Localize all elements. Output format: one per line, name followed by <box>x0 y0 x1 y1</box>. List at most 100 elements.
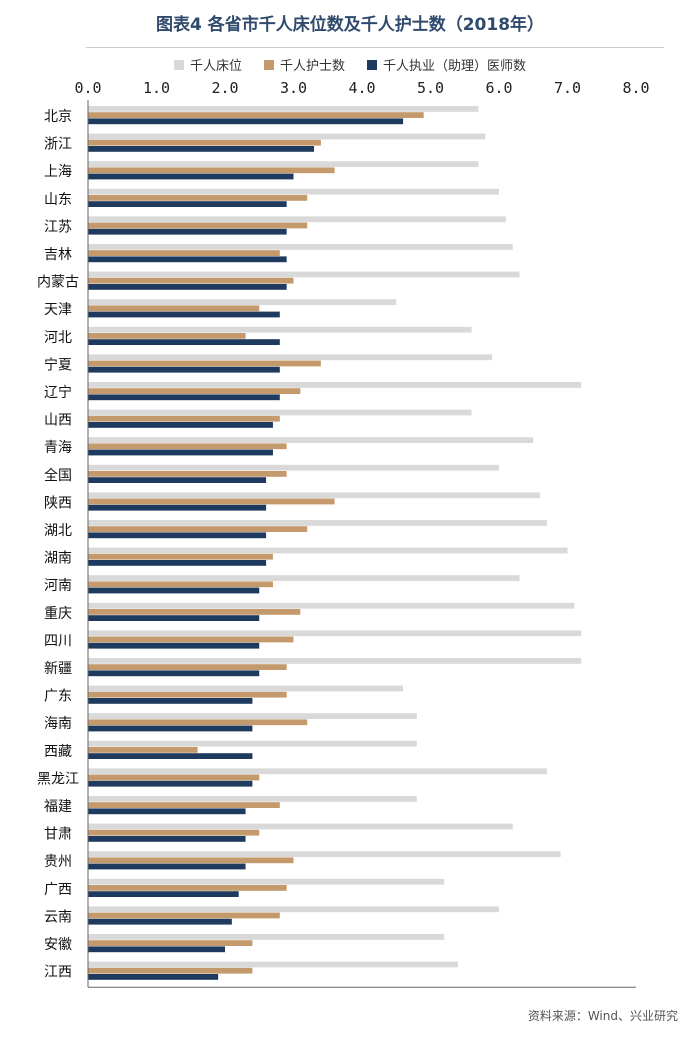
legend-swatch-nurses <box>263 59 274 70</box>
bar-doctors <box>88 532 267 539</box>
bar-beds <box>88 409 472 416</box>
bar-doctors <box>88 670 260 677</box>
bar-beds <box>88 464 499 471</box>
category-label: 辽宁 <box>44 384 72 401</box>
category-label: 江西 <box>44 965 72 981</box>
bar-beds <box>88 161 479 167</box>
x-tick-label: 5.0 <box>417 79 444 97</box>
category-label: 湖南 <box>44 551 72 567</box>
bar-nurses <box>88 719 308 726</box>
bar-beds <box>88 520 547 526</box>
bar-doctors <box>88 725 253 732</box>
legend-label-doctors: 千人执业（助理）医师数 <box>383 59 527 74</box>
bar-beds <box>88 106 479 112</box>
bar-doctors <box>88 311 280 318</box>
legend-item-nurses: 千人护士数 <box>263 55 345 74</box>
chart-title: 图表4 各省市千人床位数及千人护士数（2018年） <box>155 15 545 35</box>
bar-beds <box>88 133 486 140</box>
bar-doctors <box>88 780 253 787</box>
category-label: 江苏 <box>44 219 72 235</box>
bar-nurses <box>88 112 424 118</box>
legend-swatch-doctors <box>367 59 377 70</box>
category-label: 西藏 <box>44 744 72 760</box>
bar-doctors <box>88 201 287 207</box>
bar-doctors <box>88 146 315 152</box>
x-tick-label: 7.0 <box>554 79 581 97</box>
bar-beds <box>88 796 417 802</box>
bar-nurses <box>88 885 287 891</box>
x-tick-label: 2.0 <box>211 79 238 97</box>
bar-doctors <box>88 698 253 704</box>
category-label: 海南 <box>44 716 72 732</box>
category-label: 湖北 <box>44 523 72 539</box>
bar-beds <box>88 354 493 361</box>
bar-doctors <box>88 946 225 953</box>
category-label: 天津 <box>44 302 72 318</box>
bar-doctors <box>88 422 273 428</box>
x-tick-label: 3.0 <box>280 79 307 97</box>
category-label: 浙江 <box>44 137 72 153</box>
legend: 千人床位 千人护士数 千人执业（助理）医师数 <box>0 55 700 74</box>
bar-nurses <box>88 857 294 864</box>
category-label: 宁夏 <box>44 356 72 373</box>
bar-nurses <box>88 333 246 339</box>
bar-nurses <box>88 940 253 946</box>
bar-doctors <box>88 974 219 980</box>
bar-nurses <box>88 581 273 588</box>
bar-beds <box>88 492 541 499</box>
bar-nurses <box>88 967 253 974</box>
category-label: 新疆 <box>44 661 72 677</box>
category-label: 陕西 <box>44 495 72 511</box>
bar-beds <box>88 658 582 664</box>
bar-doctors <box>88 228 287 235</box>
category-label: 河北 <box>44 330 72 346</box>
bar-nurses <box>88 139 321 146</box>
bar-beds <box>88 768 547 775</box>
bar-nurses <box>88 802 280 808</box>
category-label: 山西 <box>44 413 72 429</box>
bar-beds <box>88 547 568 554</box>
bar-doctors <box>88 560 267 566</box>
bar-beds <box>88 685 404 692</box>
category-label: 安徽 <box>44 937 72 953</box>
bar-doctors <box>88 753 253 759</box>
bar-nurses <box>88 664 287 670</box>
bar-doctors <box>88 642 260 649</box>
bar-beds <box>88 244 513 250</box>
bar-doctors <box>88 587 260 594</box>
category-label: 黑龙江 <box>37 771 79 787</box>
bar-doctors <box>88 339 280 345</box>
x-tick-label: 1.0 <box>143 79 170 97</box>
bar-nurses <box>88 471 287 477</box>
bar-nurses <box>88 774 260 781</box>
x-tick-label: 0.0 <box>74 79 101 97</box>
bar-nurses <box>88 195 308 201</box>
bar-doctors <box>88 504 267 511</box>
category-label: 北京 <box>44 109 72 125</box>
bar-beds <box>88 437 534 443</box>
bar-nurses <box>88 305 260 312</box>
bar-beds <box>88 878 445 885</box>
bar-beds <box>88 934 445 940</box>
bar-doctors <box>88 863 246 870</box>
bar-doctors <box>88 394 280 401</box>
bar-beds <box>88 713 417 719</box>
category-label: 吉林 <box>44 247 72 263</box>
bar-beds <box>88 299 397 305</box>
bar-nurses <box>88 415 280 422</box>
x-tick-label: 8.0 <box>622 79 649 97</box>
category-label: 甘肃 <box>44 827 72 843</box>
legend-item-beds: 千人床位 <box>173 55 242 74</box>
bar-beds <box>88 630 582 637</box>
bar-doctors <box>88 118 404 125</box>
bar-nurses <box>88 912 280 919</box>
category-label: 河南 <box>44 578 72 594</box>
bar-doctors <box>88 836 246 842</box>
bar-nurses <box>88 360 321 367</box>
bar-beds <box>88 602 575 609</box>
category-label: 贵州 <box>44 854 72 870</box>
bar-doctors <box>88 891 239 897</box>
bar-nurses <box>88 388 301 394</box>
bar-beds <box>88 851 561 857</box>
